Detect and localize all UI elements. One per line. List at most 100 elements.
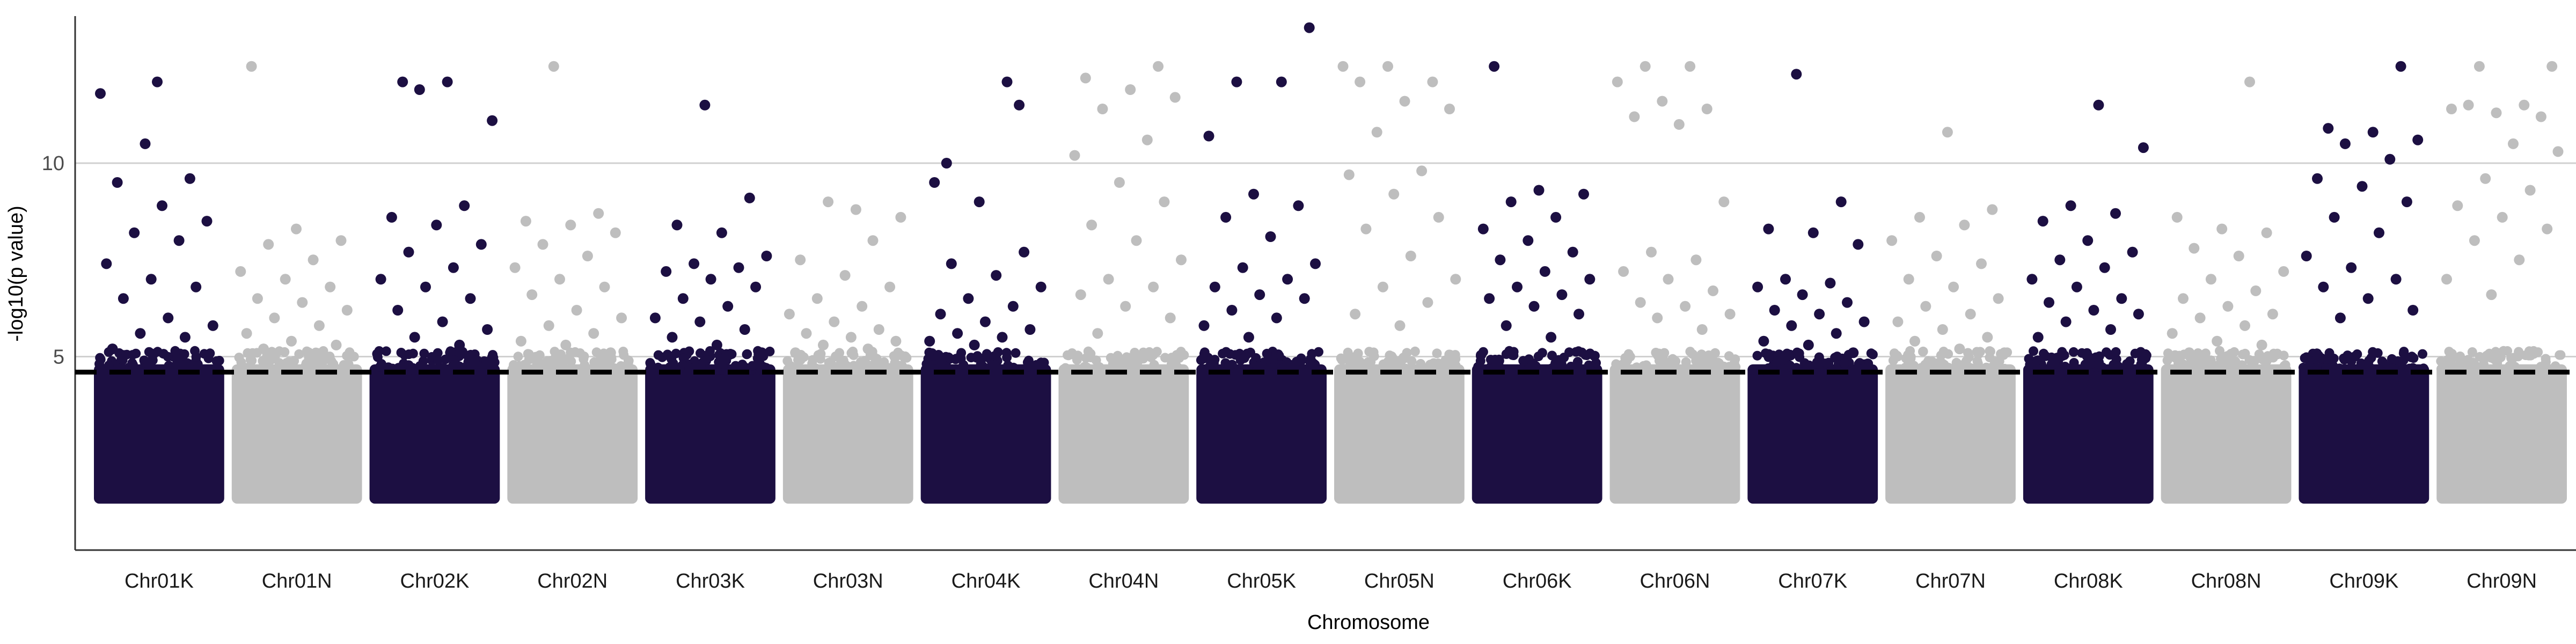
point-Chr02N-0 [548,61,559,72]
point-Chr05N-11 [1360,223,1372,235]
point-Chr02K-10 [375,274,386,285]
point-Chr01K-3 [112,177,123,188]
point-Chr09N-15 [2514,254,2525,266]
edge-point-Chr03N-59 [841,360,851,370]
point-Chr06K-17 [1546,332,1557,343]
point-Chr08N-9 [2178,293,2189,304]
point-Chr07N-16 [1954,343,1965,355]
point-Chr05N-17 [1394,320,1406,331]
band-Chr04N [1058,364,1189,504]
edge-point-Chr06K-36 [1528,358,1538,368]
edge-point-Chr08K-45 [2060,362,2070,371]
point-Chr09N-14 [2469,235,2480,246]
edge-point-Chr09N-37 [2550,361,2560,371]
edge-point-Chr01K-57 [94,359,104,369]
point-Chr02K-8 [403,246,414,258]
point-Chr02K-2 [487,115,498,126]
edge-point-Chr04N-23 [1091,355,1101,365]
point-Chr02N-4 [610,227,621,238]
edge-point-Chr09N-47 [2462,360,2472,370]
point-Chr09N-4 [2491,107,2502,119]
edge-point-Chr02N-27 [564,353,574,363]
point-Chr01N-14 [286,335,297,347]
point-Chr01N-3 [263,239,274,250]
point-Chr02K-9 [448,262,459,273]
point-Chr04K-7 [963,293,974,304]
point-Chr09K-4 [2339,138,2351,149]
edge-point-Chr07N-41 [1989,358,2000,368]
point-Chr05N-1 [1382,61,1393,72]
point-Chr04K-12 [952,328,963,339]
edge-point-Chr05N-54 [1431,359,1441,369]
edge-point-Chr02K-58 [448,360,458,370]
edge-point-Chr03N-55 [795,355,806,365]
point-Chr02N-3 [565,219,576,231]
point-Chr09K-12 [2346,262,2357,273]
edge-point-Chr09N-51 [2491,347,2501,357]
point-Chr02K-12 [465,293,476,304]
edge-point-Chr01K-59 [190,346,200,356]
point-Chr01K-0 [95,88,106,99]
edge-point-Chr02N-7 [513,352,523,362]
point-Chr04K-8 [1007,301,1019,312]
point-Chr04K-1 [929,177,940,188]
edge-point-Chr07N-47 [1918,347,1928,357]
point-Chr04K-15 [969,339,980,350]
point-Chr05N-7 [1416,165,1428,177]
edge-point-Chr04N-45 [1106,353,1116,363]
point-Chr02K-1 [442,76,453,87]
grid-layer [75,162,2576,357]
point-Chr09N-6 [2463,99,2474,111]
point-Chr02N-17 [605,347,616,358]
edge-point-Chr02K-19 [438,363,448,373]
edge-point-Chr06N-58 [1622,355,1633,365]
point-Chr02K-17 [454,339,465,350]
x-tick-label-Chr03N: Chr03N [813,570,883,592]
point-Chr04K-3 [1019,246,1030,258]
edge-point-Chr01N-14 [294,349,304,359]
point-Chr08N-3 [2261,227,2272,238]
edge-point-Chr02K-53 [465,350,475,360]
point-Chr03K-7 [661,266,672,277]
point-Chr05N-5 [1444,104,1455,114]
point-Chr03K-1 [744,192,755,203]
band-Chr08K [2023,364,2154,504]
edge-point-Chr08N-28 [2193,348,2203,358]
point-Chr09K-17 [2334,312,2346,324]
point-Chr07N-7 [1903,274,1914,285]
point-Chr01K-7 [173,235,185,246]
edge-point-Chr08K-56 [2113,361,2123,371]
point-Chr06K-5 [1477,223,1489,235]
edge-point-Chr05K-54 [1254,361,1263,371]
y-tick-label-5: 5 [53,346,64,368]
edge-point-Chr07N-26 [1985,346,1995,356]
edge-point-Chr01K-47 [214,356,224,365]
y-axis-title: -log10(p value) [5,206,27,341]
edge-point-Chr07K-49 [1777,364,1787,374]
edge-point-Chr08N-57 [2268,353,2278,363]
edge-point-Chr04K-32 [921,364,932,374]
point-Chr07K-15 [1758,335,1769,347]
edge-point-Chr04K-39 [933,350,943,360]
point-Chr04N-1 [1080,72,1091,84]
band-Chr07K [1747,364,1878,504]
point-Chr02K-15 [482,324,493,335]
point-Chr05K-15 [1271,312,1282,324]
point-Chr03K-14 [739,324,750,335]
band-Chr08N [2161,364,2292,504]
point-Chr03K-13 [694,316,706,327]
point-Chr03N-5 [839,270,851,281]
edge-point-Chr05N-57 [1441,365,1451,375]
point-Chr08N-2 [2216,223,2228,235]
edge-point-Chr08K-43 [2125,356,2135,367]
edge-point-Chr08K-51 [2025,360,2035,370]
edge-point-Chr03K-26 [742,349,752,359]
point-Chr06N-11 [1663,274,1674,285]
edge-point-Chr08N-37 [2163,348,2173,358]
edge-point-Chr09N-46 [2454,361,2463,371]
edge-point-Chr05N-26 [1451,361,1461,371]
point-Chr03K-3 [716,227,727,238]
point-Chr01K-5 [201,216,213,227]
edge-point-Chr05N-37 [1385,350,1395,361]
edge-point-Chr09K-35 [2300,353,2310,363]
